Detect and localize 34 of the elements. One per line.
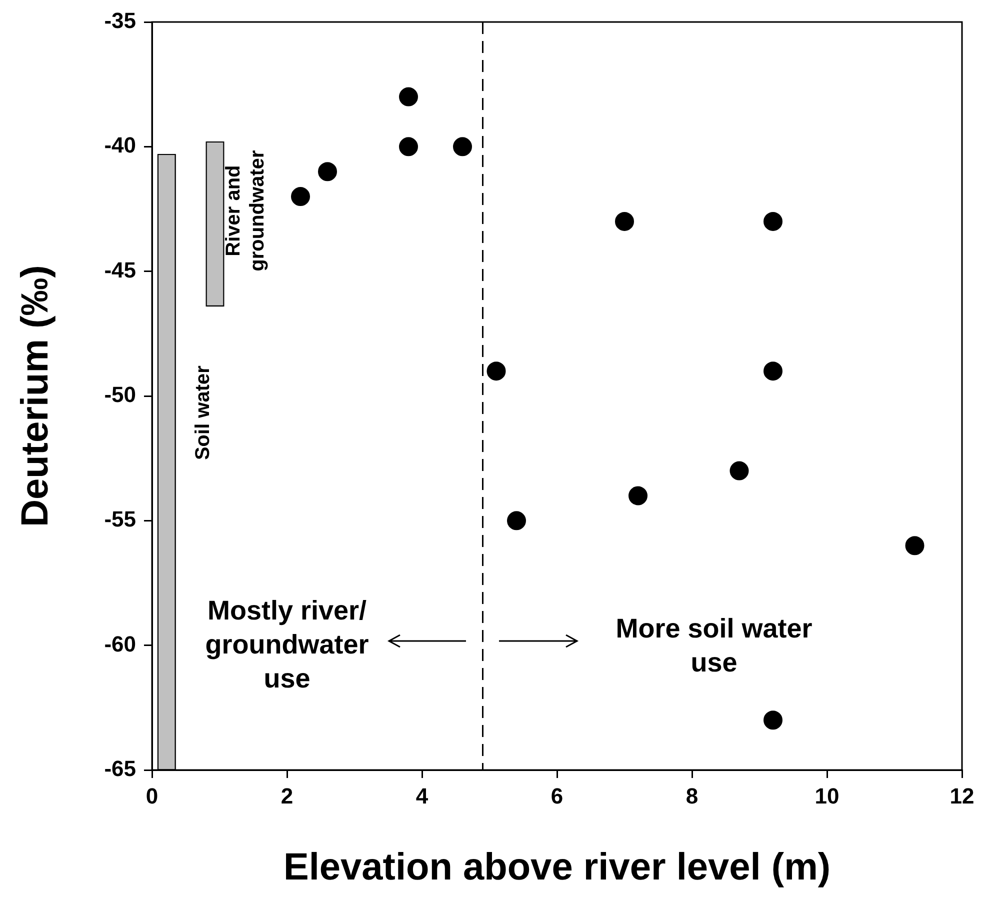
y-axis-title: Deuterium (‰) [14, 265, 56, 527]
point [628, 486, 648, 506]
point [291, 187, 310, 206]
annotation: Mostly river/ groundwater use [205, 595, 370, 694]
x-tick-label: 4 [416, 783, 429, 808]
y-tick-label: -60 [104, 631, 136, 656]
x-tick-label: 8 [686, 783, 698, 808]
point [615, 212, 634, 231]
x-tick-label: 2 [280, 783, 294, 808]
point [730, 461, 749, 480]
y-tick-label: -55 [104, 506, 136, 532]
y-tick-label: -40 [104, 132, 136, 158]
point [507, 511, 526, 530]
x-tick-label: 0 [146, 783, 158, 808]
point [453, 137, 472, 156]
point [486, 362, 506, 381]
point [905, 536, 924, 556]
y-tick-label: -50 [104, 382, 136, 408]
text: Soil water [192, 365, 214, 460]
text: River and groundwater [222, 150, 269, 272]
point [399, 137, 418, 156]
point [764, 710, 782, 730]
y-tick-label: -35 [104, 8, 136, 34]
y-tick-label: -65 [104, 756, 136, 782]
point [764, 212, 782, 231]
point [399, 87, 418, 106]
point [318, 162, 337, 182]
x-tick-label: 12 [950, 783, 974, 808]
annotation: More soil water use [616, 613, 813, 678]
x-tick-label: 6 [550, 783, 564, 808]
point [764, 362, 782, 381]
x-axis-title: Elevation above river level (m) [283, 846, 831, 889]
y-tick-label: -45 [104, 257, 136, 282]
x-tick-label: 10 [814, 783, 840, 808]
